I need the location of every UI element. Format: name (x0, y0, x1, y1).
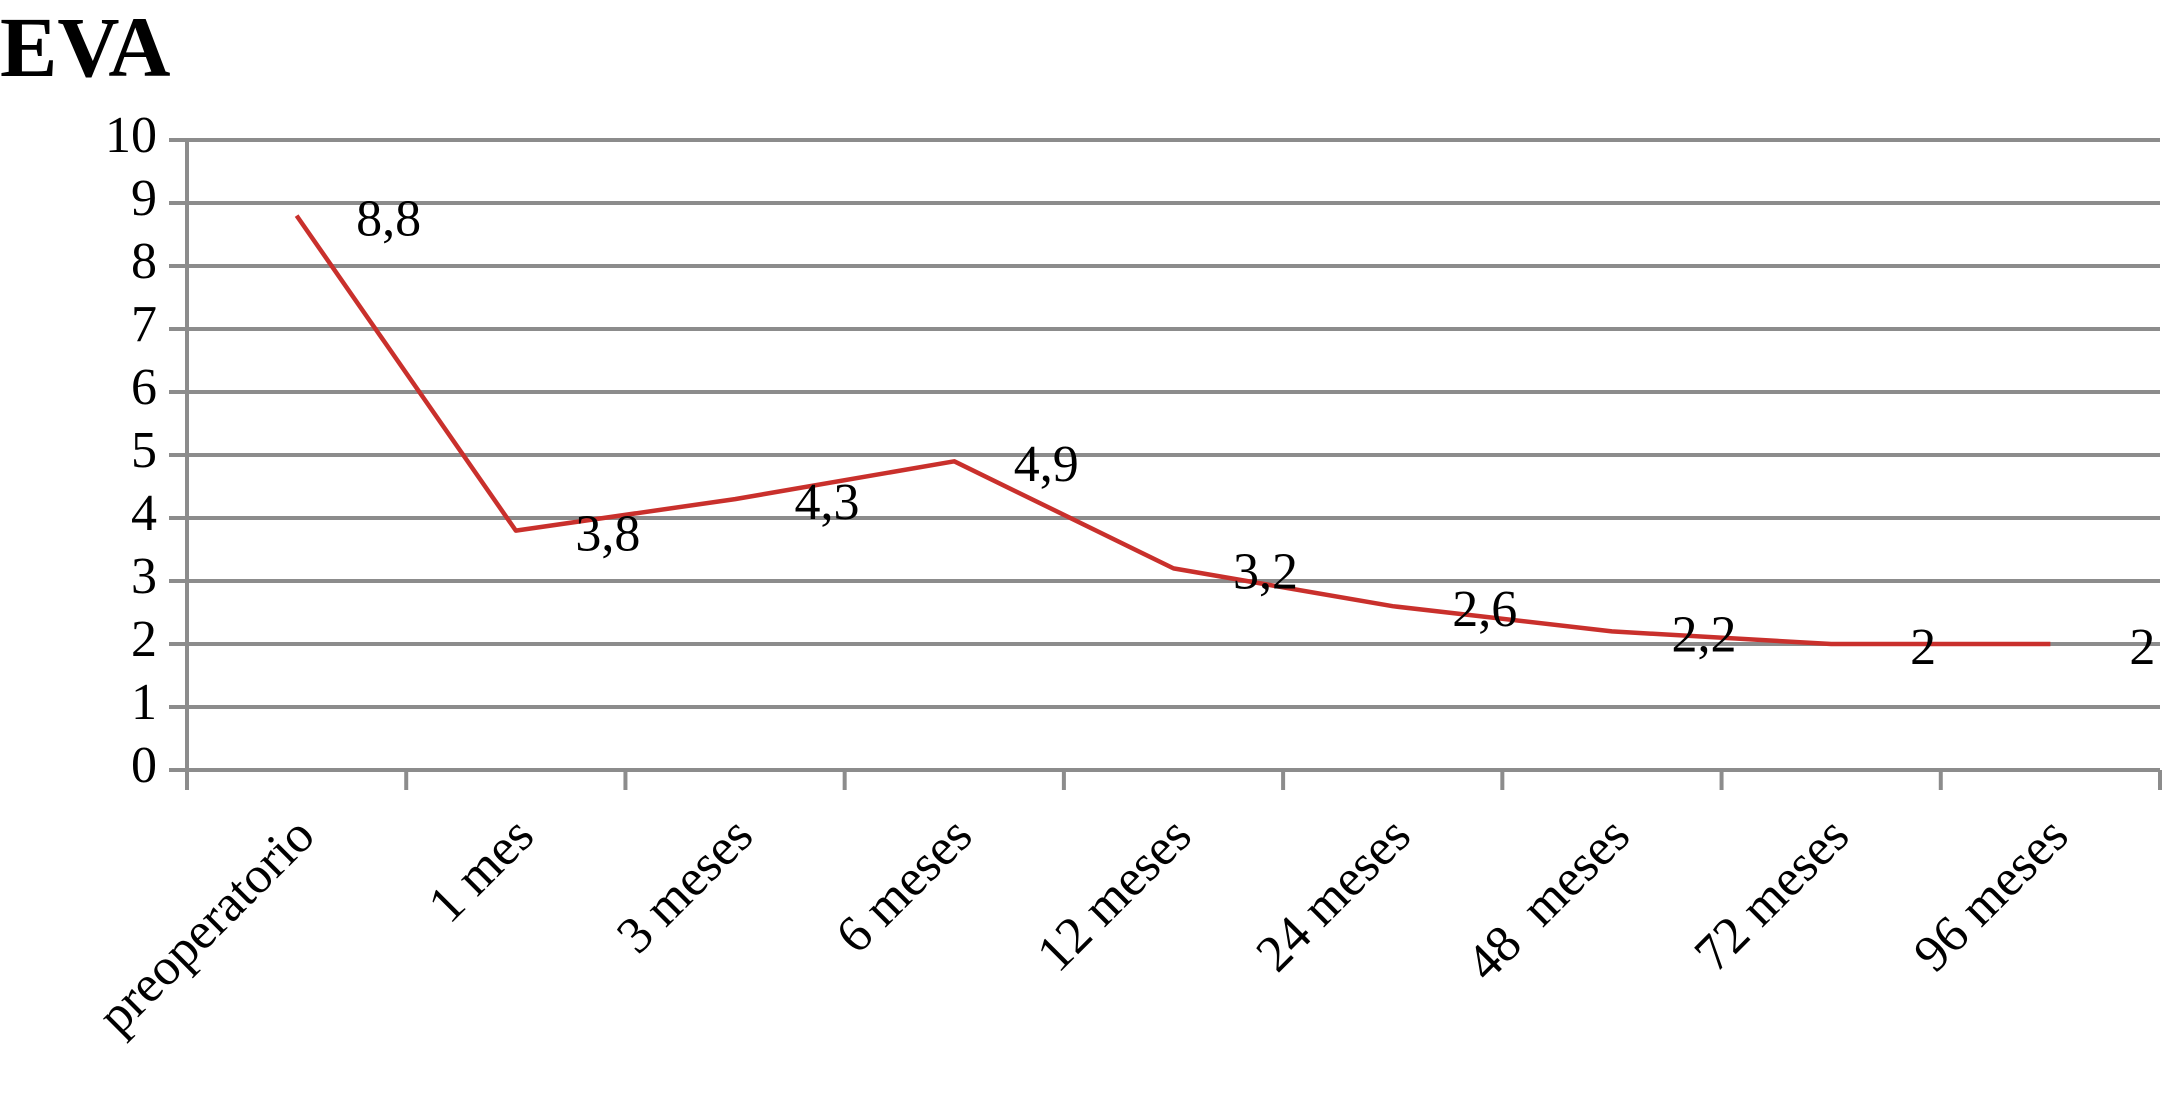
x-tick-label: 72 meses (1684, 807, 1860, 983)
y-tick-label: 5 (131, 422, 157, 479)
x-tick-label: 48 meses (1456, 807, 1641, 992)
chart-title: EVA (0, 0, 171, 95)
y-tick-label: 0 (131, 737, 157, 794)
data-label: 4,3 (795, 474, 860, 531)
y-tick-label: 9 (131, 170, 157, 227)
y-tick-label: 7 (131, 296, 157, 353)
x-tick-label: 1 mes (418, 807, 545, 934)
data-label: 8,8 (356, 191, 421, 248)
y-tick-label: 1 (131, 674, 157, 731)
y-tick-label: 10 (105, 107, 157, 164)
x-tick-label: preoperatorio (87, 807, 325, 1045)
y-tick-label: 3 (131, 548, 157, 605)
data-label: 2,2 (1671, 606, 1736, 663)
x-tick-label: 96 meses (1903, 807, 2079, 983)
x-tick-label: 24 meses (1246, 807, 1422, 983)
x-tick-label: 3 meses (606, 807, 764, 965)
data-label: 2,6 (1452, 581, 1517, 638)
y-tick-label: 6 (131, 359, 157, 416)
data-label: 4,9 (1014, 436, 1079, 493)
x-tick-label: 6 meses (825, 807, 983, 965)
data-label: 2 (2129, 619, 2155, 676)
data-label: 3,8 (575, 506, 640, 563)
data-line (294, 214, 2051, 647)
y-tick-label: 8 (131, 233, 157, 290)
data-label: 3,2 (1233, 543, 1298, 600)
x-tick-label: 12 meses (1026, 807, 1202, 983)
y-tick-label: 2 (131, 611, 157, 668)
data-label: 2 (1910, 619, 1936, 676)
y-tick-label: 4 (131, 485, 157, 542)
